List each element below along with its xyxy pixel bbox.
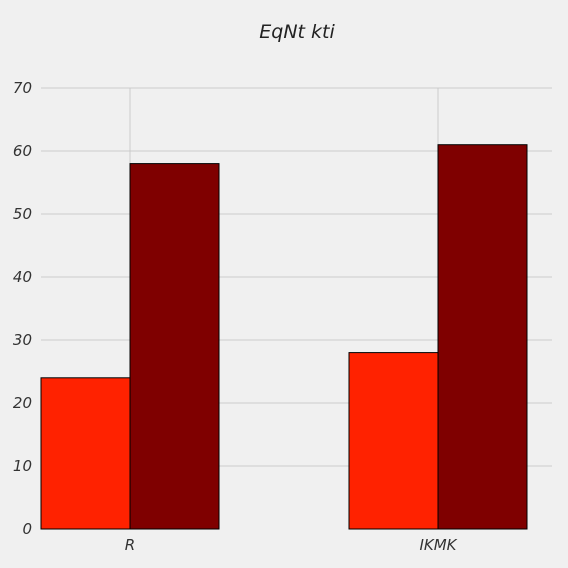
- y-tick-label: 30: [13, 331, 32, 349]
- y-tick-label: 20: [13, 394, 32, 412]
- bar-ikmk-series-2: [438, 145, 527, 529]
- bars: [41, 145, 527, 529]
- y-tick-label: 0: [22, 520, 32, 538]
- x-tick-label: IKMK: [419, 536, 457, 554]
- y-tick-label: 60: [13, 142, 32, 160]
- y-axis-ticks: 0 10 20 30 40 50 60 70: [13, 79, 32, 538]
- bar-ikmk-series-1: [349, 353, 438, 529]
- y-tick-label: 70: [13, 79, 32, 97]
- y-tick-label: 10: [13, 457, 32, 475]
- x-tick-label: R: [125, 536, 135, 554]
- bar-r-series-2: [130, 164, 219, 529]
- y-tick-label: 50: [13, 205, 32, 223]
- x-axis-ticks: R IKMK: [125, 536, 458, 554]
- chart-title: EqNt kti: [259, 21, 335, 43]
- y-tick-label: 40: [13, 268, 32, 286]
- bar-r-series-1: [41, 378, 130, 529]
